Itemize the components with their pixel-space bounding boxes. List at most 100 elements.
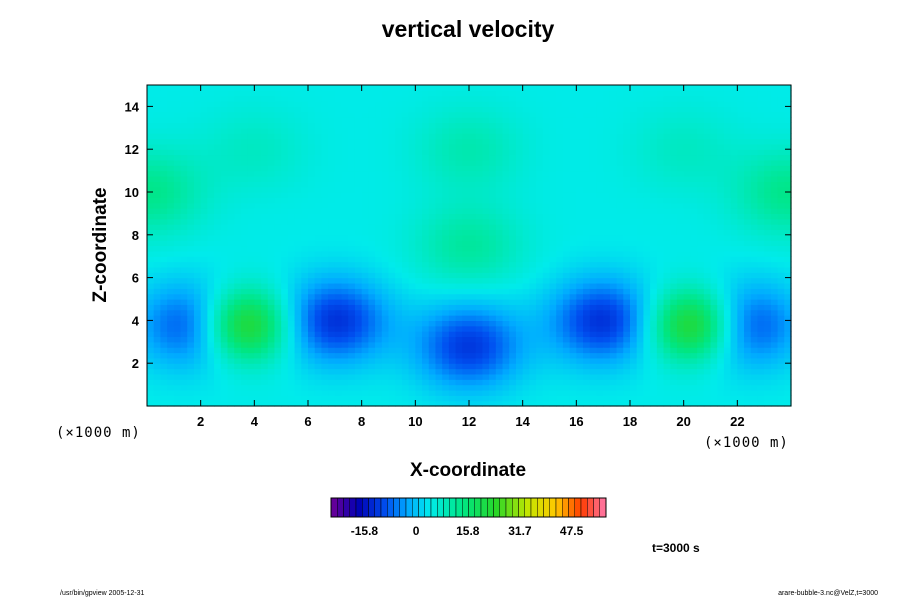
heatmap-cell	[455, 379, 463, 386]
heatmap-cell	[234, 352, 242, 359]
heatmap-cell	[489, 240, 497, 247]
heatmap-cell	[455, 293, 463, 300]
heatmap-cell	[415, 224, 423, 231]
heatmap-cell	[703, 315, 712, 321]
heatmap-cell	[381, 325, 390, 332]
heatmap-cell	[542, 101, 551, 107]
heatmap-cell	[616, 325, 624, 332]
heatmap-cell	[274, 379, 282, 386]
heatmap-cell	[495, 202, 504, 209]
heatmap-cell	[576, 379, 584, 386]
heatmap-cell	[401, 368, 410, 375]
heatmap-cell	[160, 368, 168, 375]
heatmap-cell	[415, 368, 423, 375]
heatmap-cell	[462, 208, 470, 214]
heatmap-cell	[562, 256, 571, 263]
heatmap-cell	[636, 288, 645, 295]
heatmap-cell	[630, 368, 638, 375]
heatmap-cell	[294, 122, 302, 129]
heatmap-cell	[354, 282, 363, 289]
heatmap-cell	[287, 138, 296, 145]
heatmap-cell	[341, 261, 349, 268]
heatmap-cell	[261, 85, 269, 91]
heatmap-cell	[308, 175, 316, 182]
heatmap-cell	[442, 341, 450, 348]
heatmap-cell	[214, 165, 222, 172]
heatmap-cell	[214, 197, 222, 204]
heatmap-cell	[381, 170, 390, 177]
heatmap-cell	[697, 245, 705, 252]
heatmap-cell	[522, 192, 530, 198]
heatmap-cell	[147, 165, 155, 172]
heatmap-cell	[173, 186, 182, 193]
heatmap-cell	[509, 111, 517, 118]
heatmap-cell	[334, 149, 343, 156]
heatmap-cell	[676, 331, 685, 338]
heatmap-cell	[422, 266, 430, 273]
heatmap-cell	[341, 304, 349, 311]
heatmap-cell	[207, 395, 215, 402]
heatmap-cell	[482, 133, 490, 140]
heatmap-cell	[227, 224, 235, 231]
heatmap-cell	[522, 170, 530, 177]
heatmap-cell	[643, 384, 651, 391]
heatmap-cell	[153, 272, 162, 279]
heatmap-cell	[227, 213, 235, 220]
heatmap-cell	[220, 90, 229, 97]
heatmap-cell	[515, 347, 524, 354]
heatmap-cell	[589, 138, 598, 145]
heatmap-cell	[482, 320, 490, 327]
heatmap-cell	[173, 133, 182, 140]
heatmap-cell	[676, 101, 685, 107]
heatmap-cell	[428, 101, 437, 107]
heatmap-cell	[522, 224, 530, 231]
heatmap-cell	[462, 117, 470, 124]
heatmap-cell	[650, 272, 658, 279]
heatmap-cell	[542, 288, 551, 295]
heatmap-cell	[160, 288, 168, 295]
heatmap-cell	[616, 373, 624, 380]
heatmap-cell	[361, 122, 369, 129]
heatmap-cell	[287, 101, 296, 107]
heatmap-cell	[214, 389, 222, 396]
heatmap-cell	[442, 202, 450, 209]
heatmap-cell	[334, 127, 343, 134]
heatmap-cell	[623, 224, 631, 231]
heatmap-cell	[240, 181, 249, 188]
heatmap-cell	[281, 202, 289, 209]
heatmap-cell	[240, 117, 249, 124]
heatmap-cell	[354, 266, 363, 273]
heatmap-cell	[442, 250, 450, 257]
heatmap-cell	[254, 266, 262, 273]
heatmap-cell	[670, 175, 678, 182]
heatmap-cell	[656, 352, 665, 359]
heatmap-cell	[428, 373, 437, 380]
heatmap-cell	[536, 282, 544, 289]
heatmap-cell	[683, 357, 691, 364]
heatmap-cell	[314, 245, 323, 252]
heatmap-cell	[489, 122, 497, 129]
heatmap-cell	[301, 288, 309, 295]
heatmap-cell	[354, 379, 363, 386]
heatmap-cell	[287, 352, 296, 359]
heatmap-cell	[596, 175, 604, 182]
heatmap-cell	[556, 202, 564, 209]
heatmap-cell	[616, 192, 624, 198]
heatmap-cell	[697, 341, 705, 348]
heatmap-cell	[630, 240, 638, 247]
heatmap-cell	[576, 309, 584, 316]
heatmap-cell	[160, 315, 168, 321]
heatmap-cell	[388, 282, 396, 289]
heatmap-cell	[462, 304, 470, 311]
heatmap-cell	[462, 379, 470, 386]
heatmap-cell	[254, 320, 262, 327]
heatmap-cell	[274, 154, 282, 161]
heatmap-cell	[308, 218, 316, 225]
heatmap-cell	[542, 234, 551, 241]
heatmap-cell	[301, 149, 309, 156]
heatmap-cell	[683, 159, 691, 166]
heatmap-cell	[301, 245, 309, 252]
heatmap-cell	[274, 363, 282, 370]
heatmap-cell	[442, 197, 450, 204]
heatmap-cell	[428, 170, 437, 177]
